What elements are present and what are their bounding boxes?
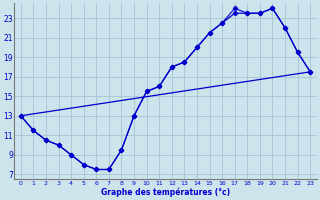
X-axis label: Graphe des températures (°c): Graphe des températures (°c): [101, 187, 230, 197]
